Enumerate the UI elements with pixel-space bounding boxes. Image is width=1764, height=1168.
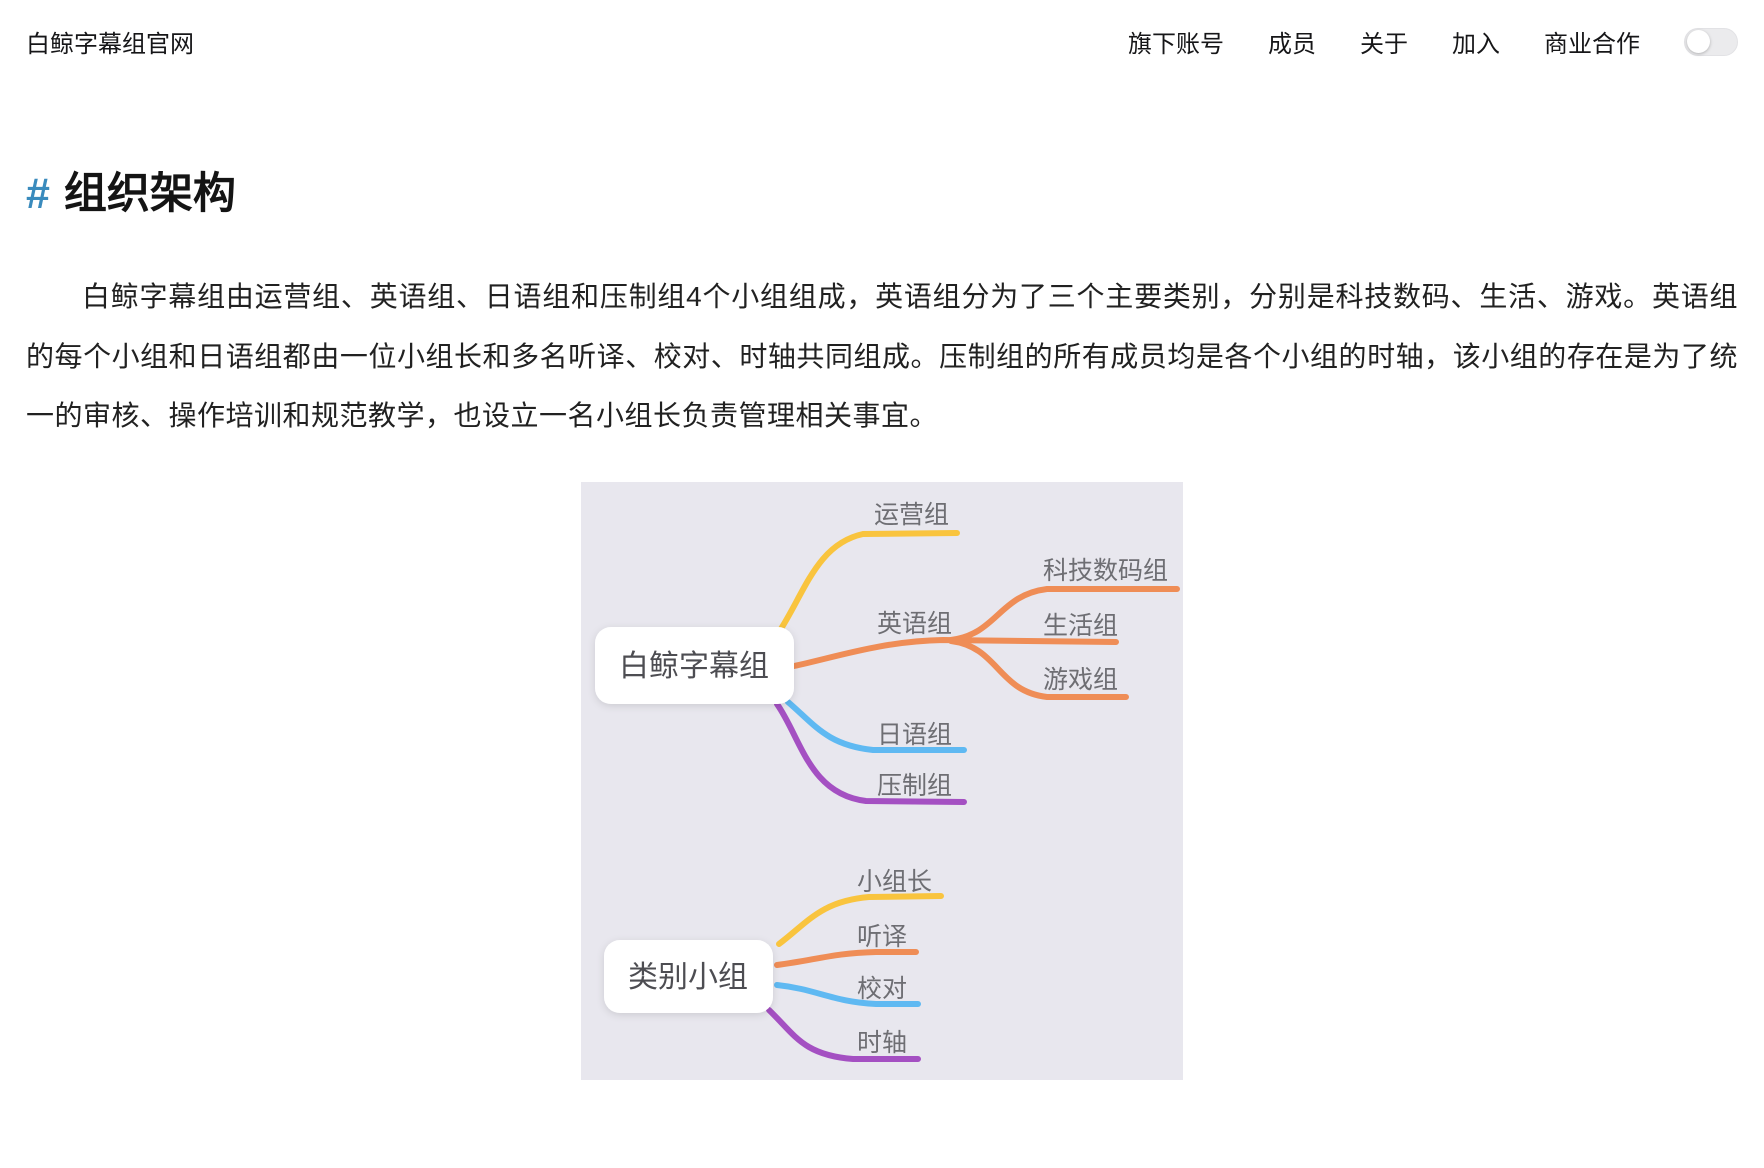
nav-menu: 旗下账号 成员 关于 加入 商业合作	[1128, 24, 1738, 59]
branch-label-life: 生活组	[1043, 612, 1118, 640]
branch-line-english	[791, 637, 1119, 670]
page-title: 组织架构	[63, 170, 236, 218]
theme-toggle-switch[interactable]	[1684, 27, 1738, 56]
nav-item-accounts[interactable]: 旗下账号	[1128, 31, 1224, 58]
nav-item-business[interactable]: 商业合作	[1544, 31, 1640, 58]
mindmap-svg: 白鲸字幕组 运营组 英语组 科技数码组 生活组 游戏组 日语组 压制组 类别小组…	[581, 482, 1183, 1081]
nav-item-members[interactable]: 成员	[1268, 31, 1316, 58]
navbar: 白鲸字幕组官网 旗下账号 成员 关于 加入 商业合作	[0, 0, 1764, 59]
org-structure-mindmap-image: 白鲸字幕组 运营组 英语组 科技数码组 生活组 游戏组 日语组 压制组 类别小组…	[581, 482, 1183, 1081]
branch-line-operations	[776, 530, 960, 636]
intro-paragraph: 白鲸字幕组由运营组、英语组、日语组和压制组4个小组组成，英语组分为了三个主要类别…	[26, 280, 1738, 432]
site-title-link[interactable]: 白鲸字幕组官网	[26, 31, 194, 58]
nav-item-join[interactable]: 加入	[1452, 31, 1500, 58]
branch-label-japanese: 日语组	[877, 721, 952, 749]
section-heading: # 组织架构	[26, 169, 1738, 221]
branch-label-timer: 时轴	[857, 1029, 907, 1057]
branch-label-translator: 听译	[857, 923, 907, 951]
branch-line-encoding	[774, 701, 967, 806]
root-node-bottom-label: 类别小组	[628, 961, 748, 994]
branch-label-proofreader: 校对	[857, 975, 907, 1003]
branch-line-tech	[948, 586, 1180, 644]
branch-line-proofreader	[774, 982, 921, 1008]
branch-label-games: 游戏组	[1043, 666, 1118, 694]
toggle-knob-icon	[1687, 30, 1710, 53]
branch-line-japanese	[785, 699, 967, 754]
branch-label-operations: 运营组	[874, 501, 949, 529]
branch-line-timer	[766, 1007, 921, 1063]
heading-anchor-link[interactable]: #	[26, 170, 50, 218]
root-node-bottom	[604, 940, 773, 1014]
branch-line-games	[948, 638, 1129, 701]
root-node-top	[595, 627, 794, 705]
branch-line-leader	[776, 893, 944, 948]
root-node-top-label: 白鲸字幕组	[619, 650, 769, 683]
branch-line-translator	[774, 949, 919, 969]
branch-label-encoding: 压制组	[877, 772, 952, 800]
branch-label-english: 英语组	[877, 610, 952, 638]
nav-item-about[interactable]: 关于	[1360, 31, 1408, 58]
branch-label-leader: 小组长	[857, 868, 932, 896]
branch-label-tech: 科技数码组	[1043, 557, 1168, 585]
